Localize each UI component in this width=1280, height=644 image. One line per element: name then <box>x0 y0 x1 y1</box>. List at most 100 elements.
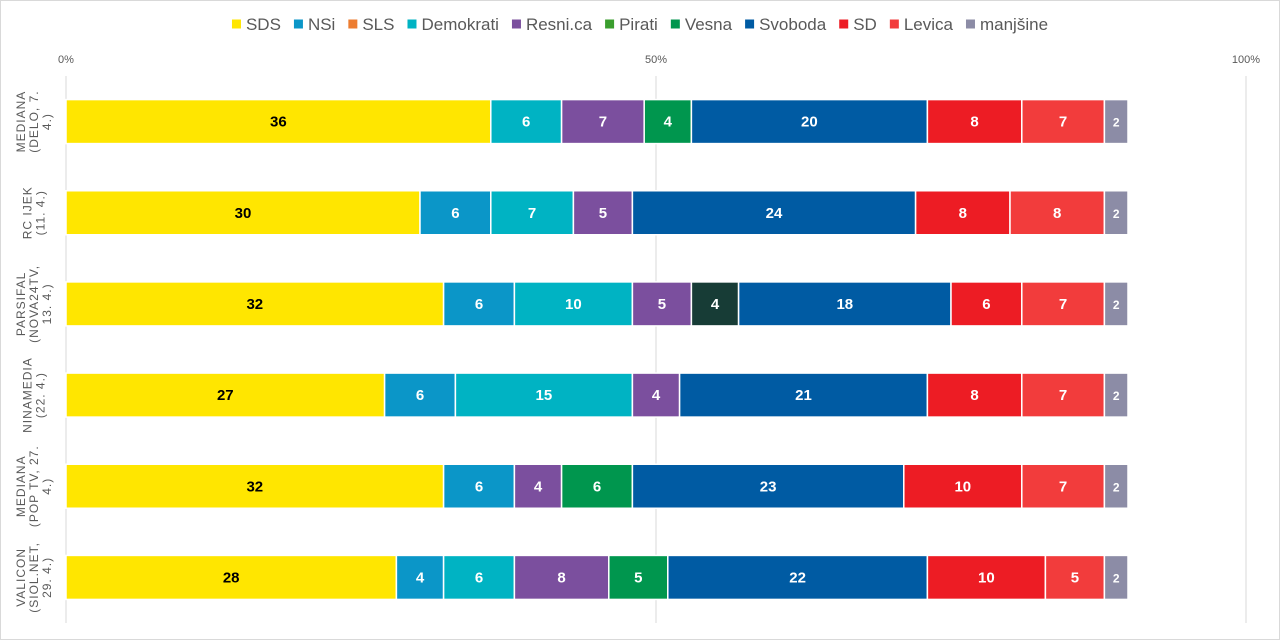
data-label: 6 <box>522 114 530 131</box>
bar-segment <box>1103 463 1129 509</box>
x-tick-label: 0% <box>58 54 74 66</box>
data-label: 18 <box>836 296 853 313</box>
data-label: 2 <box>1113 389 1120 403</box>
bar-segment <box>490 98 563 145</box>
data-label: 7 <box>1059 478 1067 495</box>
legend-swatch <box>511 19 521 29</box>
data-label: 6 <box>475 569 483 586</box>
bar-segment <box>65 190 421 236</box>
data-label: 10 <box>954 478 971 495</box>
category-label-line: MEDIANA <box>14 455 28 517</box>
data-label: 36 <box>270 114 287 131</box>
data-label: 4 <box>416 569 425 586</box>
data-label: 4 <box>534 478 543 495</box>
bar-segment <box>513 463 563 509</box>
legend-label: Resni.ca <box>526 15 593 34</box>
bar-segment <box>560 98 645 145</box>
data-label: 2 <box>1113 480 1120 494</box>
data-label: 6 <box>475 296 483 313</box>
bar-segment <box>1103 372 1129 418</box>
bar-segment <box>1021 463 1106 509</box>
bar-segment <box>1044 554 1106 601</box>
data-label: 23 <box>760 478 777 495</box>
data-label: 6 <box>416 387 424 404</box>
data-label: 8 <box>959 205 967 222</box>
bar-segment <box>513 554 610 601</box>
data-label: 24 <box>766 205 783 222</box>
bar-segment <box>1021 372 1106 418</box>
legend-label: SD <box>853 15 877 34</box>
legend-swatch <box>407 19 417 29</box>
data-label: 32 <box>246 296 263 313</box>
bar-segment <box>1021 281 1106 327</box>
category-label-line: MEDIANA <box>14 91 28 153</box>
x-tick-label: 100% <box>1232 54 1260 66</box>
bar-segment <box>1009 190 1106 236</box>
bar-segment <box>560 463 634 509</box>
bar-segment <box>490 190 575 236</box>
data-label: 10 <box>978 569 995 586</box>
bar-segment <box>914 190 1011 236</box>
bar-segment <box>1103 281 1129 327</box>
data-label: 10 <box>565 296 582 313</box>
bar-segment <box>419 190 492 236</box>
category-label-line: 4.) <box>40 113 54 130</box>
data-label: 6 <box>451 205 459 222</box>
data-label: 7 <box>1059 114 1067 131</box>
data-label: 8 <box>557 569 565 586</box>
category-label-line: (11. 4.) <box>34 190 48 235</box>
legend-label: SDS <box>246 15 281 34</box>
legend-label: manjšine <box>980 15 1048 34</box>
bar-segment <box>631 281 693 327</box>
category-label-line: 13. 4.) <box>40 283 54 324</box>
bar-segment <box>65 98 492 145</box>
data-label: 5 <box>634 569 642 586</box>
legend-label: SLS <box>362 15 394 34</box>
data-label: 8 <box>970 387 978 404</box>
legend-swatch <box>670 19 680 29</box>
data-label: 7 <box>528 205 536 222</box>
category-label: RC IJEK (11. 4.) <box>21 186 48 239</box>
legend-label: Demokrati <box>421 15 498 34</box>
data-label: 30 <box>235 205 252 222</box>
category-label-line: (NOVA24TV, <box>27 265 41 343</box>
data-label: 2 <box>1113 207 1120 221</box>
bar-segment <box>442 281 516 327</box>
legend-swatch <box>605 19 615 29</box>
category-label-line: (SIOL.NET, <box>27 542 41 613</box>
legend-swatch <box>231 19 241 29</box>
category-label: NINAMEDIA (22. 4.) <box>21 357 48 433</box>
category-label-line: RC IJEK <box>21 186 35 239</box>
category-label-line: 4.) <box>40 478 54 495</box>
bar-segment <box>608 554 669 601</box>
data-label: 2 <box>1113 116 1120 130</box>
bar-segment <box>690 98 929 145</box>
category-label-line: 29. 4.) <box>40 557 54 598</box>
bar-segment <box>950 281 1023 327</box>
data-label: 22 <box>789 569 806 586</box>
data-label: 15 <box>536 387 553 404</box>
legend-swatch <box>293 19 303 29</box>
data-label: 7 <box>1059 296 1067 313</box>
x-tick-label: 50% <box>645 54 667 66</box>
bar-segment <box>631 372 681 418</box>
category-label-line: (DELO, 7. <box>27 90 41 152</box>
legend-swatch <box>839 19 849 29</box>
data-label: 32 <box>246 478 263 495</box>
legend-swatch <box>965 19 975 29</box>
data-label: 5 <box>1071 569 1079 586</box>
bar-segment <box>395 554 445 601</box>
bar-segment <box>667 554 929 601</box>
bar-segment <box>631 190 917 236</box>
category-label-line: NINAMEDIA <box>21 357 35 433</box>
data-label: 21 <box>795 387 812 404</box>
bar-segment <box>442 554 516 601</box>
category-label-line: PARSIFAL <box>14 272 28 336</box>
bar-segment <box>65 463 445 509</box>
data-label: 2 <box>1113 298 1120 312</box>
legend-label: NSi <box>308 15 335 34</box>
data-label: 4 <box>664 114 673 131</box>
legend-swatch <box>889 19 899 29</box>
